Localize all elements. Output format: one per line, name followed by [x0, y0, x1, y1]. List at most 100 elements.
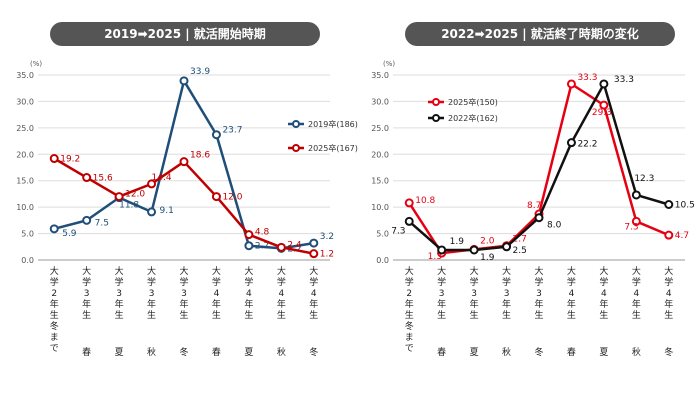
x-category-char: 大	[277, 265, 286, 277]
x-category-char: 年	[405, 298, 414, 310]
data-point	[404, 216, 414, 226]
x-category-char: 大	[405, 265, 414, 277]
x-category-char: 2	[51, 289, 57, 299]
x-category-char: 生	[632, 309, 641, 321]
x-season-label: 冬	[534, 346, 543, 358]
unit-label: (%)	[30, 60, 42, 68]
y-tick-label: 25.0	[371, 124, 389, 133]
data-label: 1.9	[480, 253, 495, 263]
x-category-char: 生	[664, 309, 673, 321]
x-category-char: 年	[50, 298, 59, 310]
x-category-char: 学	[632, 276, 641, 288]
x-category-char: 生	[534, 309, 543, 321]
x-category-char: 大	[212, 265, 221, 277]
data-point	[211, 130, 221, 140]
data-point	[631, 190, 641, 200]
x-category-char: 4	[633, 289, 639, 299]
data-label: 18.6	[190, 151, 210, 161]
legend-label: 2022卒(162)	[448, 113, 498, 123]
x-category-char: 大	[664, 265, 673, 277]
data-label: 33.3	[577, 73, 597, 83]
x-category-char: 3	[504, 289, 510, 299]
x-category-char: 年	[277, 298, 286, 310]
x-category-char: 生	[470, 309, 479, 321]
legend-marker	[432, 114, 440, 122]
x-category-char: ま	[50, 332, 59, 343]
data-point	[276, 242, 286, 252]
unit-label: (%)	[383, 60, 395, 68]
x-category-char: 大	[309, 265, 318, 277]
x-category-char: 年	[309, 298, 318, 310]
x-category-char: 大	[437, 265, 446, 277]
x-category-char: 学	[664, 276, 673, 288]
data-point	[179, 157, 189, 167]
x-category-char: 年	[664, 298, 673, 310]
data-label: 3.2	[320, 232, 334, 242]
x-category-char: 大	[244, 265, 253, 277]
data-label: 2.4	[287, 240, 302, 250]
x-category-char: 学	[179, 276, 188, 288]
data-label: 2.7	[513, 235, 527, 245]
x-season-label: 秋	[147, 346, 156, 358]
y-tick-label: 5.0	[21, 230, 34, 239]
x-category-char: 冬	[405, 320, 414, 332]
x-category-char: 生	[115, 309, 124, 321]
x-category-char: 年	[179, 298, 188, 310]
data-point	[534, 213, 544, 223]
x-category-char: 生	[212, 309, 221, 321]
x-season-label: 春	[437, 346, 446, 358]
title-separator: |	[522, 27, 531, 41]
x-category-char: 学	[437, 276, 446, 288]
x-season-label: 春	[212, 346, 221, 358]
x-category-char: 大	[567, 265, 576, 277]
x-category-char: 3	[84, 289, 90, 299]
data-point	[179, 76, 189, 86]
x-category-char: 生	[277, 309, 286, 321]
data-point	[82, 173, 92, 183]
x-category-char: 生	[599, 309, 608, 321]
x-season-label: 冬	[664, 346, 673, 358]
x-category-char: 学	[599, 276, 608, 288]
data-label: 2.7	[255, 242, 269, 252]
x-category-char: 生	[82, 309, 91, 321]
x-season-label: 夏	[115, 347, 124, 358]
data-point	[147, 179, 157, 189]
x-category-char: 大	[632, 265, 641, 277]
x-category-char: 大	[470, 265, 479, 277]
x-category-char: 年	[82, 298, 91, 310]
y-tick-label: 15.0	[16, 177, 34, 186]
data-label: 1.2	[320, 250, 334, 260]
data-point	[631, 216, 641, 226]
data-point	[599, 79, 609, 89]
data-point	[147, 207, 157, 217]
x-category-char: 生	[502, 309, 511, 321]
x-category-char: 年	[502, 298, 511, 310]
y-tick-label: 30.0	[16, 97, 34, 106]
x-category-char: 3	[536, 289, 542, 299]
data-point	[82, 215, 92, 225]
legend-label: 2025卒(150)	[448, 97, 498, 107]
x-category-char: 年	[115, 298, 124, 310]
x-category-char: 学	[470, 276, 479, 288]
data-point	[664, 230, 674, 240]
data-point	[502, 242, 512, 252]
data-label: 33.9	[190, 67, 210, 77]
y-tick-label: 0.0	[21, 256, 34, 265]
x-category-char: 4	[278, 289, 284, 299]
data-point	[244, 230, 254, 240]
x-category-char: 生	[567, 309, 576, 321]
x-season-label: 冬	[179, 346, 188, 358]
data-label: 12.0	[222, 193, 242, 203]
x-category-char: 学	[244, 276, 253, 288]
legend-label: 2025卒(167)	[308, 143, 358, 153]
x-category-char: 3	[439, 289, 445, 299]
legend-label: 2019卒(186)	[308, 119, 358, 129]
x-category-char: 4	[311, 289, 317, 299]
left-chart-title: 2019➡2025 | 就活開始時期	[50, 22, 320, 46]
data-label: 1.9	[450, 237, 465, 247]
right-chart-title: 2022➡2025 | 就活終了時期の変化	[405, 22, 675, 46]
x-category-char: 大	[534, 265, 543, 277]
x-category-char: 2	[406, 289, 412, 299]
legend-marker	[292, 144, 300, 152]
left-title-sub: 就活開始時期	[193, 27, 266, 41]
